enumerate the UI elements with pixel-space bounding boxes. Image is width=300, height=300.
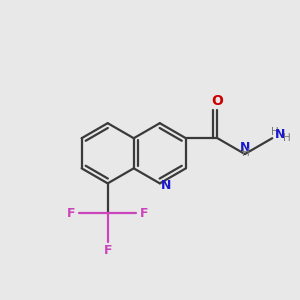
- Text: F: F: [67, 207, 75, 220]
- Text: N: N: [240, 141, 251, 154]
- Text: F: F: [103, 244, 112, 257]
- Text: H: H: [271, 127, 279, 137]
- Text: O: O: [212, 94, 224, 108]
- Text: N: N: [160, 178, 171, 191]
- Text: F: F: [140, 207, 149, 220]
- Text: H: H: [283, 133, 291, 142]
- Text: H: H: [242, 148, 249, 158]
- Text: N: N: [275, 128, 286, 142]
